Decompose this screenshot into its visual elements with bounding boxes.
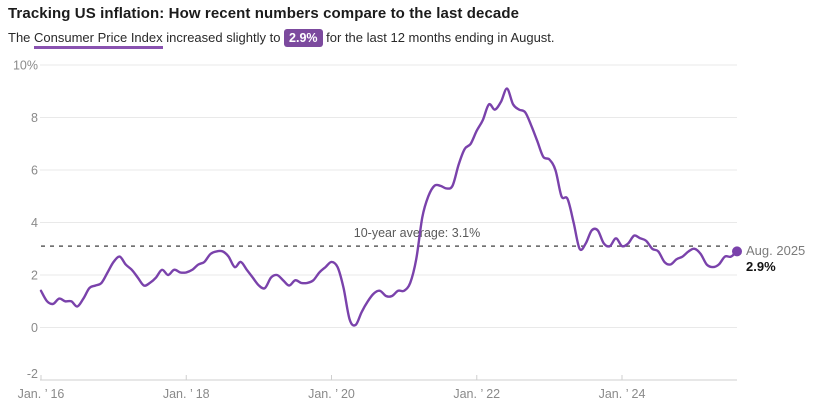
- y-axis-label: -2: [27, 367, 38, 381]
- chart-subtitle: The Consumer Price Index increased sligh…: [8, 28, 807, 49]
- x-axis-label: Jan. ’ 18: [163, 387, 210, 401]
- latest-value-dot: [732, 246, 742, 257]
- chart-area: 10% 8 6 4 2 0 -2 Jan. ’ 16 Jan. ’ 18 Jan. ’ 20 Jan…: [0, 56, 815, 416]
- subtitle-middle: increased slightly to: [162, 30, 285, 45]
- subtitle-suffix: for the last 12 months ending in August.: [322, 30, 555, 45]
- x-axis-label: Jan. ’ 24: [599, 387, 646, 401]
- ten-year-average-label: 10-year average: 3.1%: [354, 226, 480, 240]
- x-axis-label: Jan. ’ 22: [453, 387, 500, 401]
- y-axis-label: 8: [31, 111, 38, 125]
- subtitle-prefix: The: [8, 30, 35, 45]
- y-axis-label: 4: [31, 216, 38, 230]
- y-axis-label: 10%: [13, 59, 38, 73]
- cpi-line: [39, 87, 739, 327]
- consumer-price-index-link[interactable]: Consumer Price Index: [34, 30, 163, 49]
- cpi-value-badge: 2.9%: [284, 29, 323, 47]
- y-axis-label: 0: [31, 321, 38, 335]
- chart-header: Tracking US inflation: How recent number…: [0, 0, 815, 49]
- x-axis-label: Jan. ’ 20: [308, 387, 355, 401]
- y-axis-label: 2: [31, 269, 38, 283]
- end-value-label: 2.9%: [746, 259, 776, 274]
- y-axis-label: 6: [31, 164, 38, 178]
- page-title: Tracking US inflation: How recent number…: [8, 5, 520, 22]
- cpi-line-chart: 10% 8 6 4 2 0 -2 Jan. ’ 16 Jan. ’ 18 Jan. ’ 20 Jan…: [13, 59, 805, 402]
- end-date-label: Aug. 2025: [746, 243, 805, 258]
- x-axis-label: Jan. ’ 16: [18, 387, 65, 401]
